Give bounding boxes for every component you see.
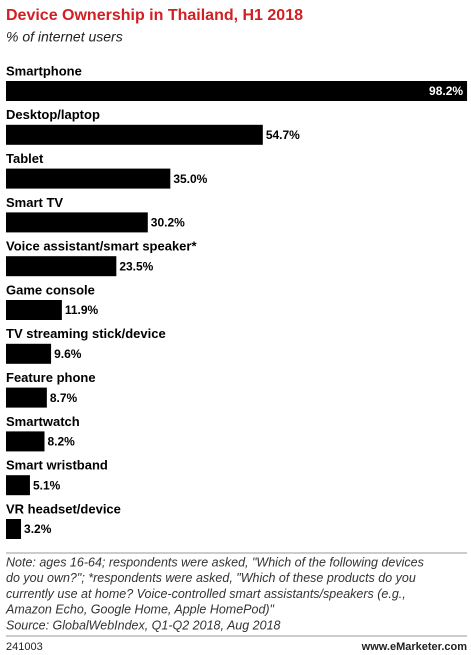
note-line: Note: ages 16-64; respondents were asked…: [6, 555, 424, 569]
category-label: Tablet: [6, 151, 44, 166]
value-label: 98.2%: [429, 84, 463, 98]
value-label: 30.2%: [151, 216, 185, 230]
category-label: TV streaming stick/device: [6, 326, 166, 341]
value-label: 5.1%: [33, 478, 61, 492]
value-label: 8.2%: [47, 435, 75, 449]
note-line: currently use at home? Voice-controlled …: [6, 587, 406, 601]
source: Source: GlobalWebIndex, Q1-Q2 2018, Aug …: [6, 618, 281, 632]
category-label: VR headset/device: [6, 501, 121, 516]
bar: [6, 212, 148, 233]
value-label: 9.6%: [54, 347, 82, 361]
bar: [6, 81, 468, 101]
value-label: 54.7%: [266, 128, 300, 142]
publisher: www.eMarketer.com: [361, 641, 468, 653]
category-label: Feature phone: [6, 370, 96, 385]
chart-id: 241003: [6, 641, 43, 653]
bar: [6, 431, 45, 452]
bar: [6, 256, 117, 277]
value-label: 3.2%: [24, 522, 52, 536]
bar: [6, 124, 263, 145]
value-label: 11.9%: [65, 303, 99, 317]
value-label: 35.0%: [173, 172, 207, 186]
bar: [6, 519, 22, 539]
chart-title: Device Ownership in Thailand, H1 2018: [6, 7, 303, 24]
chart-subtitle: % of internet users: [6, 29, 123, 45]
category-label: Smartphone: [6, 63, 82, 78]
bar: [6, 343, 52, 364]
bar: [6, 168, 171, 189]
value-label: 8.7%: [50, 391, 78, 405]
bar: [6, 387, 47, 408]
bar: [6, 300, 62, 320]
value-label: 23.5%: [119, 259, 153, 273]
note-line: do you own?"; *respondents were asked, "…: [6, 571, 416, 585]
category-label: Desktop/laptop: [6, 107, 100, 122]
category-label: Smart wristband: [6, 458, 108, 473]
category-label: Game console: [6, 282, 95, 297]
note-line: Amazon Echo, Google Home, Apple HomePod)…: [5, 603, 275, 617]
category-label: Smartwatch: [6, 414, 80, 429]
category-label: Voice assistant/smart speaker*: [6, 239, 197, 254]
bar: [6, 475, 30, 496]
category-label: Smart TV: [6, 195, 63, 210]
